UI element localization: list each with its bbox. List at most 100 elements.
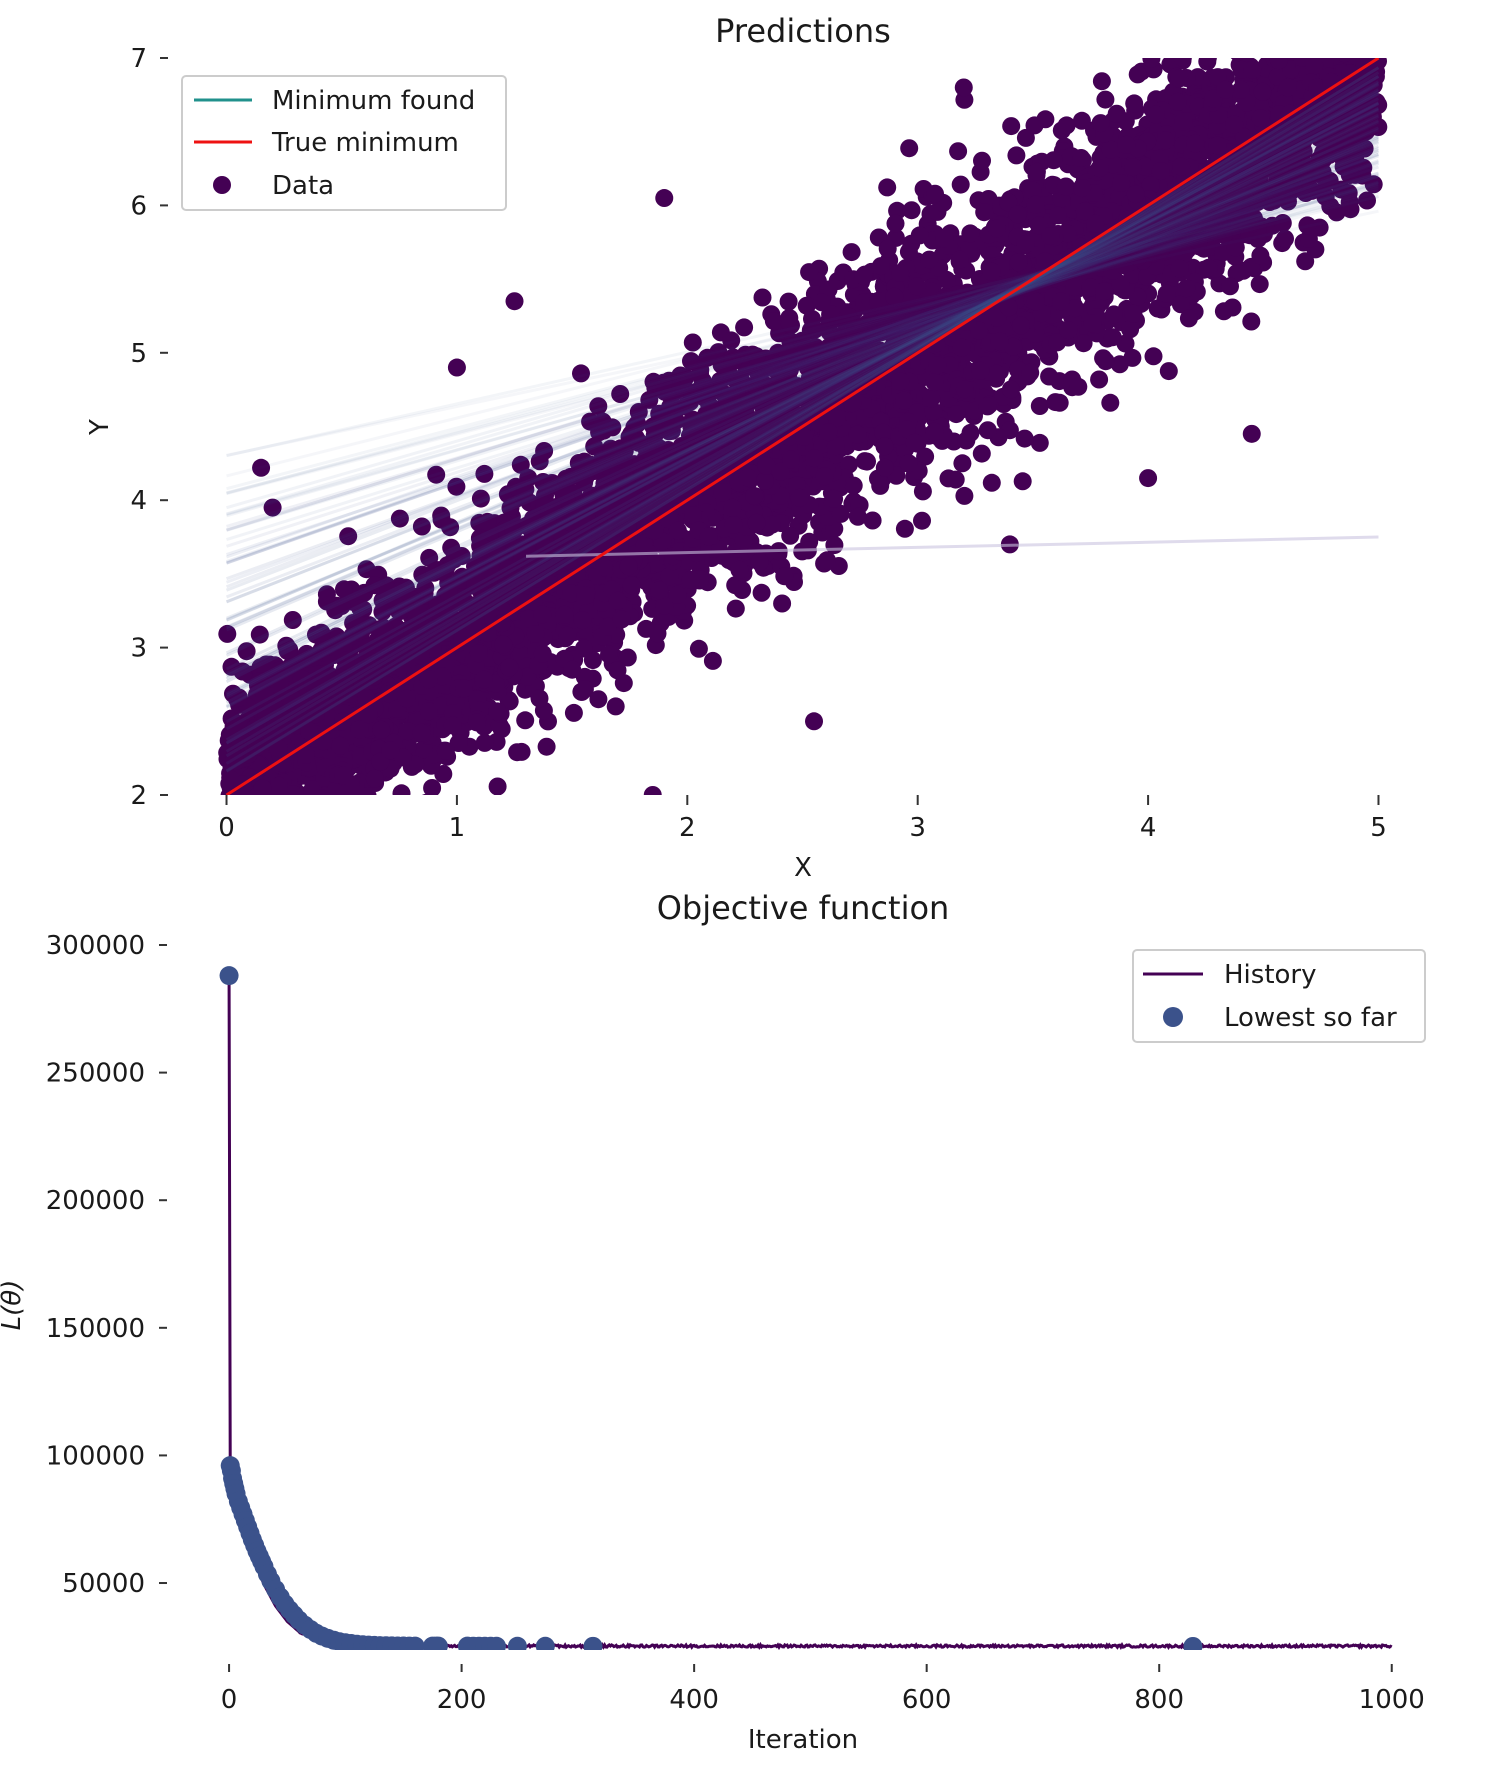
data-point — [277, 815, 295, 833]
data-point — [1013, 472, 1032, 491]
data-point — [302, 845, 320, 863]
data-point — [886, 214, 905, 233]
data-point — [775, 567, 794, 586]
data-point — [1150, 27, 1168, 45]
data-point — [253, 793, 265, 795]
data-point — [1350, 15, 1368, 33]
data-point — [1072, 111, 1091, 130]
data-point — [1208, 10, 1226, 28]
data-point — [1012, 316, 1030, 335]
data-point — [1016, 235, 1035, 253]
data-point — [357, 800, 375, 818]
data-point — [1104, 305, 1123, 324]
data-point — [241, 875, 259, 893]
data-point — [1282, 34, 1300, 52]
data-point — [703, 651, 722, 670]
data-point — [267, 921, 285, 939]
data-point — [1290, 30, 1308, 48]
data-point — [1225, 115, 1244, 134]
data-point — [1009, 253, 1028, 272]
data-point — [953, 454, 972, 473]
data-point — [289, 799, 307, 817]
data-point — [848, 425, 867, 444]
data-point — [226, 854, 244, 872]
data-point — [726, 599, 745, 618]
data-point — [237, 832, 255, 850]
data-point — [491, 811, 509, 829]
data-point — [247, 812, 265, 830]
data-point — [345, 796, 363, 814]
data-point — [947, 405, 966, 424]
data-point — [329, 826, 347, 844]
data-point — [1332, 2, 1350, 20]
data-point — [508, 743, 527, 762]
data-point — [1214, 302, 1233, 321]
data-point — [790, 488, 809, 507]
data-point — [844, 476, 863, 495]
data-point — [1110, 355, 1129, 374]
data-point — [1027, 162, 1046, 181]
data-point — [1069, 377, 1088, 396]
data-point — [488, 777, 507, 795]
data-point — [949, 142, 968, 161]
data-point — [307, 798, 325, 816]
data-point — [259, 903, 277, 921]
data-point — [1112, 174, 1131, 192]
data-point — [262, 833, 280, 851]
data-point — [229, 873, 247, 891]
data-point — [1279, 40, 1297, 58]
data-point — [1332, 30, 1350, 48]
data-point — [350, 720, 369, 739]
data-point — [1030, 397, 1049, 415]
data-point — [251, 802, 269, 820]
data-point — [397, 855, 415, 873]
data-point — [241, 810, 259, 828]
data-point — [1358, 0, 1376, 8]
data-point — [1305, 36, 1323, 54]
data-point — [228, 870, 246, 888]
data-point — [310, 833, 328, 851]
data-point — [564, 703, 583, 722]
data-point — [530, 689, 549, 708]
data-point — [223, 855, 241, 873]
data-point — [331, 736, 350, 755]
predictions-plot-area — [218, 0, 1388, 939]
data-point — [1325, 0, 1343, 15]
data-point — [1227, 36, 1245, 54]
data-point — [421, 793, 431, 795]
data-point — [1151, 162, 1170, 181]
data-point — [1351, 6, 1369, 24]
data-point — [1340, 13, 1358, 31]
data-point — [240, 863, 258, 881]
data-point — [1221, 277, 1239, 296]
data-point — [1252, 24, 1270, 42]
data-point — [277, 899, 295, 917]
data-point — [1248, 38, 1266, 56]
data-point — [1279, 17, 1297, 35]
data-point — [1332, 25, 1350, 43]
data-point — [1360, 0, 1378, 2]
data-point — [1308, 58, 1321, 61]
data-point — [1355, 0, 1373, 9]
data-point — [469, 644, 488, 663]
data-point — [218, 624, 237, 643]
data-point — [1199, 258, 1218, 277]
data-point — [1250, 275, 1269, 294]
data-point — [913, 511, 931, 530]
data-point — [606, 697, 625, 716]
data-point — [1313, 34, 1331, 52]
data-point — [1345, 22, 1363, 40]
data-point — [1346, 3, 1364, 21]
data-point — [1291, 14, 1309, 32]
data-point — [1179, 309, 1198, 328]
data-point — [1362, 27, 1380, 45]
data-point — [474, 670, 493, 689]
data-point — [825, 489, 844, 508]
data-point — [899, 242, 918, 261]
data-point — [1090, 159, 1109, 178]
data-point — [1174, 112, 1193, 131]
data-point — [922, 389, 941, 408]
data-point — [250, 803, 268, 821]
data-point — [575, 639, 593, 658]
